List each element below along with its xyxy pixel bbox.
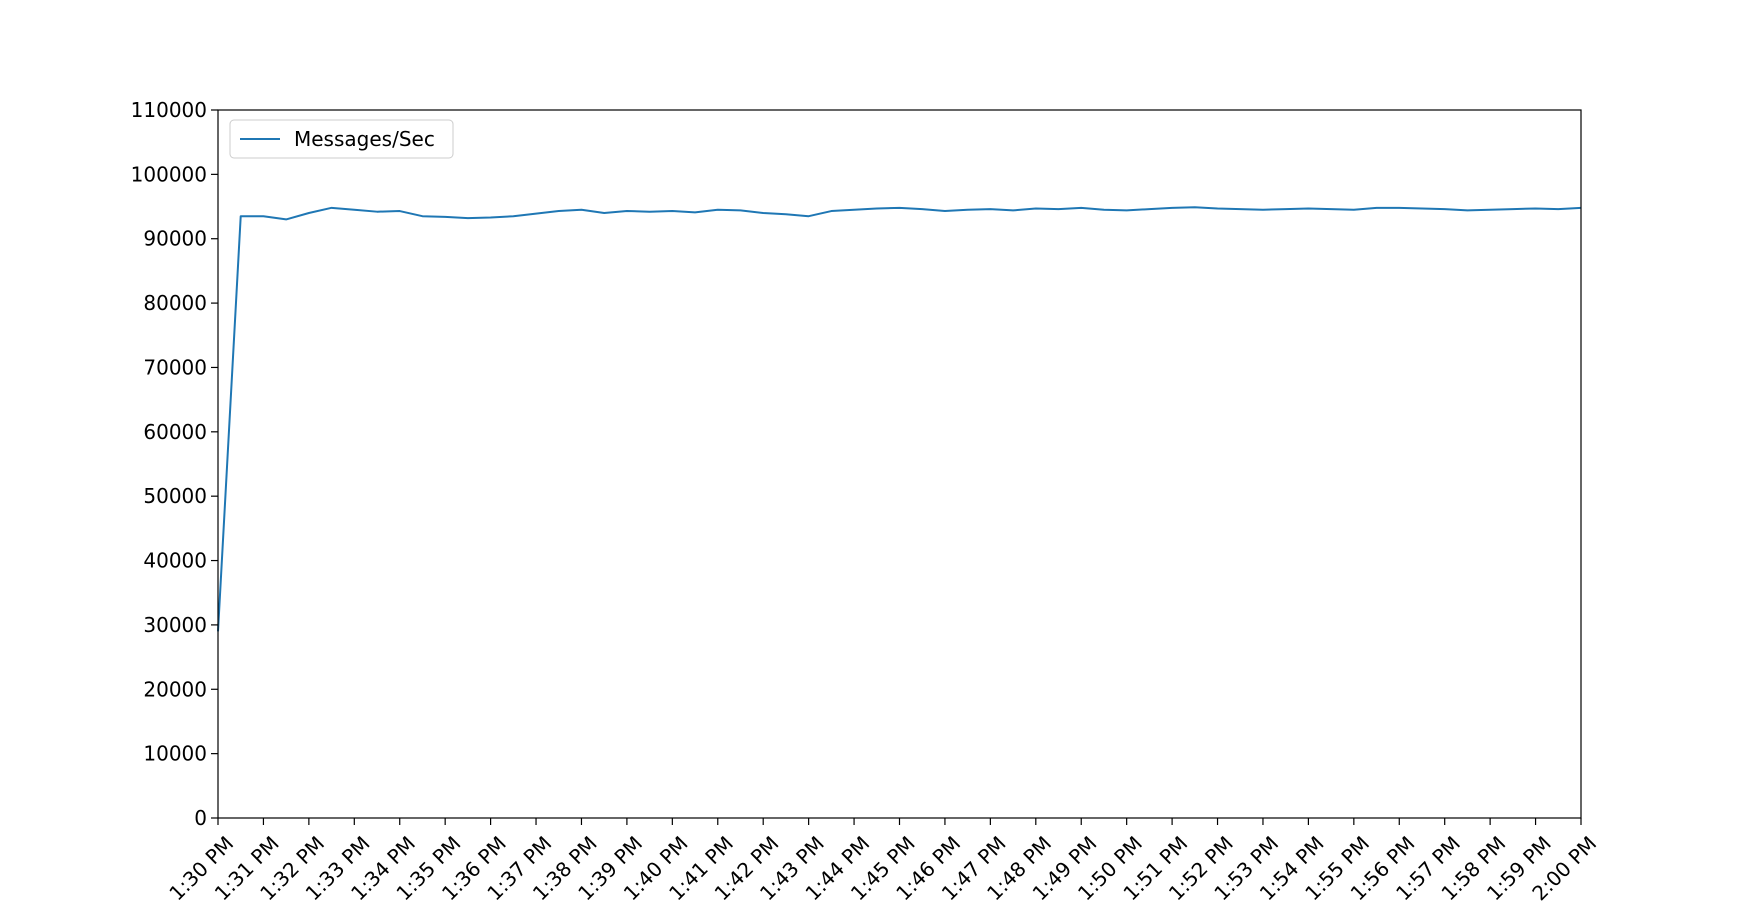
y-tick-label: 0 bbox=[194, 806, 207, 830]
y-tick-label: 100000 bbox=[131, 162, 207, 186]
x-axis: 1:30 PM1:31 PM1:32 PM1:33 PM1:34 PM1:35 … bbox=[164, 818, 1601, 905]
y-tick-label: 10000 bbox=[143, 742, 207, 766]
y-tick-label: 70000 bbox=[143, 355, 207, 379]
legend-box bbox=[229, 119, 454, 159]
series-line-messages-per-sec bbox=[217, 206, 1582, 632]
y-axis: 0 10000 20000 30000 40000 50000 60000 70000 8000… bbox=[131, 98, 218, 830]
y-tick-label: 20000 bbox=[143, 677, 207, 701]
plot-area bbox=[217, 109, 1582, 819]
y-tick-label: 50000 bbox=[143, 484, 207, 508]
y-tick-label: 90000 bbox=[143, 227, 207, 251]
y-tick-label: 110000 bbox=[131, 98, 207, 122]
y-tick-label: 30000 bbox=[143, 613, 207, 637]
y-tick-label: 40000 bbox=[143, 549, 207, 573]
legend: Messages/Sec bbox=[229, 119, 454, 159]
y-tick-label: 60000 bbox=[143, 420, 207, 444]
y-tick-label: 80000 bbox=[143, 291, 207, 315]
legend-label: Messages/Sec bbox=[294, 127, 435, 151]
